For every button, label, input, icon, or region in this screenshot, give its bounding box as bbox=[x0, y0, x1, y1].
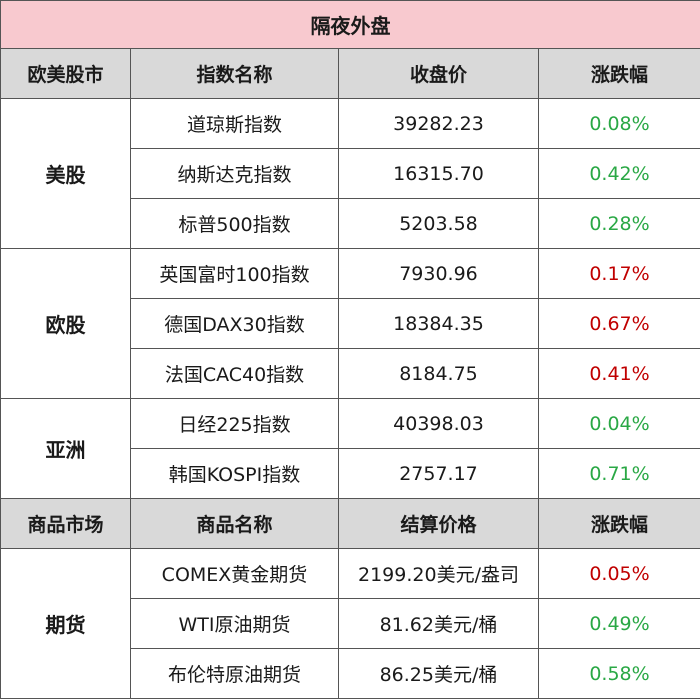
item-change: 0.49% bbox=[539, 599, 700, 649]
commodity-header-row: 商品市场商品名称结算价格涨跌幅 bbox=[1, 499, 700, 549]
item-price: 5203.58 bbox=[339, 199, 539, 249]
name-header: 指数名称 bbox=[131, 49, 339, 99]
item-price: 8184.75 bbox=[339, 349, 539, 399]
item-price: 81.62美元/桶 bbox=[339, 599, 539, 649]
index-header-row: 欧美股市指数名称收盘价涨跌幅 bbox=[1, 49, 700, 99]
item-change: 0.41% bbox=[539, 349, 700, 399]
item-price: 7930.96 bbox=[339, 249, 539, 299]
item-price: 86.25美元/桶 bbox=[339, 649, 539, 699]
item-name: 韩国KOSPI指数 bbox=[131, 449, 339, 499]
item-name: 布伦特原油期货 bbox=[131, 649, 339, 699]
item-change: 0.71% bbox=[539, 449, 700, 499]
item-price: 2199.20美元/盎司 bbox=[339, 549, 539, 599]
item-change: 0.42% bbox=[539, 149, 700, 199]
table-title: 隔夜外盘 bbox=[1, 1, 700, 49]
item-change: 0.05% bbox=[539, 549, 700, 599]
group-label: 期货 bbox=[1, 549, 131, 699]
market-header: 欧美股市 bbox=[1, 49, 131, 99]
item-name: WTI原油期货 bbox=[131, 599, 339, 649]
item-price: 40398.03 bbox=[339, 399, 539, 449]
group-label: 欧股 bbox=[1, 249, 131, 399]
group-label: 亚洲 bbox=[1, 399, 131, 499]
item-change: 0.17% bbox=[539, 249, 700, 299]
item-name: 法国CAC40指数 bbox=[131, 349, 339, 399]
item-change: 0.58% bbox=[539, 649, 700, 699]
item-name: COMEX黄金期货 bbox=[131, 549, 339, 599]
item-name: 英国富时100指数 bbox=[131, 249, 339, 299]
item-name: 标普500指数 bbox=[131, 199, 339, 249]
item-price: 2757.17 bbox=[339, 449, 539, 499]
price-header: 收盘价 bbox=[339, 49, 539, 99]
item-change: 0.04% bbox=[539, 399, 700, 449]
item-name: 日经225指数 bbox=[131, 399, 339, 449]
item-name: 道琼斯指数 bbox=[131, 99, 339, 149]
item-change: 0.67% bbox=[539, 299, 700, 349]
item-price: 39282.23 bbox=[339, 99, 539, 149]
market-header: 商品市场 bbox=[1, 499, 131, 549]
item-price: 18384.35 bbox=[339, 299, 539, 349]
item-change: 0.28% bbox=[539, 199, 700, 249]
item-price: 16315.70 bbox=[339, 149, 539, 199]
item-change: 0.08% bbox=[539, 99, 700, 149]
item-name: 纳斯达克指数 bbox=[131, 149, 339, 199]
name-header: 商品名称 bbox=[131, 499, 339, 549]
change-header: 涨跌幅 bbox=[539, 499, 700, 549]
price-header: 结算价格 bbox=[339, 499, 539, 549]
title-row: 隔夜外盘 bbox=[1, 1, 700, 49]
item-name: 德国DAX30指数 bbox=[131, 299, 339, 349]
group-label: 美股 bbox=[1, 99, 131, 249]
change-header: 涨跌幅 bbox=[539, 49, 700, 99]
